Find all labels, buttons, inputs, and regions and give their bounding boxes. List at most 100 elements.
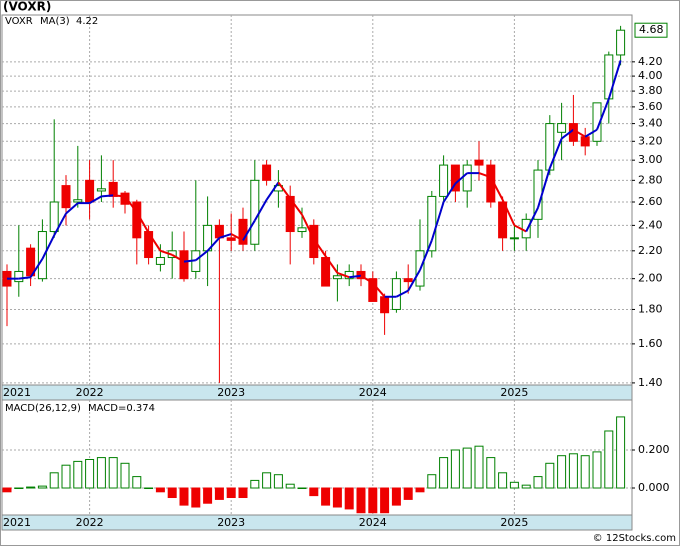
plot-area [1,14,633,386]
ma-segment [337,271,350,279]
macd-bar [191,487,201,508]
candle-body [592,102,602,142]
ma-segment [513,224,527,233]
macd-bar [427,474,437,489]
ma-segment [596,98,610,131]
macd-bar [439,457,449,489]
ma-segment [289,198,303,216]
macd-bar [509,481,519,489]
last-price-label: 4.68 [639,23,664,36]
legend-macd-value: MACD=0.374 [88,403,155,414]
y-tick-label: 3.00 [638,153,663,166]
macd-bar [96,457,106,489]
ma-segment [489,176,504,201]
x-tick-label: 2025 [500,516,528,529]
x-tick-label: 2021 [3,516,31,529]
y-tick-label: 2.00 [638,272,663,285]
candle-body [521,218,531,239]
y-tick-label: 1.80 [638,302,663,315]
candle-body [380,296,390,314]
macd-bar [238,487,248,499]
ma-segment [171,253,185,263]
macd-bar [273,474,283,489]
x-tick-label: 2022 [76,516,104,529]
candle-body [557,123,567,133]
macd-bar [285,483,295,489]
macd-bar [568,453,578,489]
candle-body [427,195,437,252]
macd-bar [120,462,130,489]
candle-body [226,237,236,241]
y-tick-label: 3.40 [638,117,663,130]
candle-body [439,164,449,197]
ma-segment [219,233,232,239]
macd-bar [262,472,272,489]
y-tick-label: 2.80 [638,173,663,186]
candle-body [474,159,484,166]
x-tick-label: 2023 [217,386,245,399]
candle-body [61,185,71,209]
x-tick-label: 2025 [500,386,528,399]
y-tick-label: 3.20 [638,134,663,147]
macd-bar [521,484,531,489]
candle-body [155,257,165,265]
ma-segment [301,214,315,240]
y-tick-label: 2.20 [638,244,663,257]
ma-segment [183,259,196,263]
ma-segment [147,232,162,252]
ma-segment [18,276,31,280]
ma-segment [242,220,256,241]
y-tick-label: 4.20 [638,55,663,68]
ma-segment [442,182,457,203]
ma-segment [395,289,409,298]
ma-segment [253,199,268,222]
candle-body [403,278,413,283]
candle-body [391,278,401,310]
ma-segment [53,212,67,236]
candle-body [368,278,378,302]
macd-bar [155,487,165,493]
ma-segment [407,269,421,292]
macd-bar [108,457,118,489]
y-tick-label: 4.00 [638,69,663,82]
ma-segment [29,258,44,278]
legend-macd-name: MACD(26,12,9) [5,403,81,414]
macd-bar [580,455,590,489]
macd-bar [85,458,95,489]
macd-bar [344,487,354,510]
macd-bar [368,487,378,514]
candle-body [85,179,95,203]
y-tick-label: 3.60 [638,100,663,113]
macd-bar [486,457,496,489]
y-tick-label: 3.80 [638,84,663,97]
candle-body [238,218,248,245]
x-tick-label: 2022 [76,386,104,399]
macd-bar [144,487,154,490]
candle-body [250,179,260,245]
candle-body [616,29,626,56]
ma-segment [160,249,173,256]
candle-body [49,201,59,233]
candle-body [297,227,307,233]
macd-bar [14,487,24,490]
y-tick-label: 2.60 [638,195,663,208]
ma-segment [572,128,586,138]
macd-bar [415,487,425,493]
ma-segment [65,202,79,215]
candle-body [450,164,460,192]
ma-segment [312,238,327,257]
macd-bar [403,487,413,500]
macd-bar [616,416,626,489]
ma-segment [548,138,563,169]
plot-area [1,399,633,516]
ma-segment [135,211,150,234]
macd-bar [533,476,543,489]
candle-body [285,195,295,233]
candle-body [14,270,24,283]
macd-bar [132,476,142,489]
ma-segment [372,282,386,298]
ma-segment [195,250,209,262]
ma-segment [525,207,539,232]
ma-segment [265,181,280,201]
